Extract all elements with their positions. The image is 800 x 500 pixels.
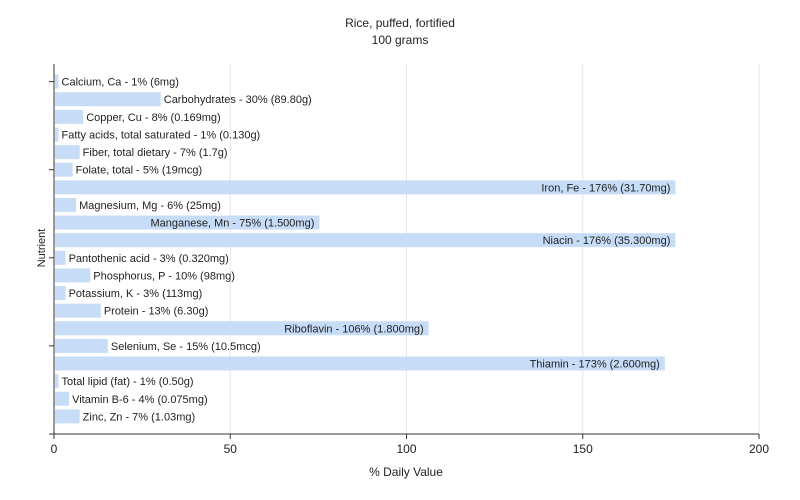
bar xyxy=(55,374,59,389)
x-axis-label: % Daily Value xyxy=(369,465,443,479)
bar-label: Magnesium, Mg - 6% (25mg) xyxy=(79,200,221,212)
x-tick-label: 200 xyxy=(749,442,769,456)
bar xyxy=(55,162,73,177)
bar xyxy=(55,233,676,248)
bar xyxy=(55,145,80,160)
bar xyxy=(55,321,429,336)
bar-label: Protein - 13% (6.30g) xyxy=(104,306,209,318)
bar-label: Total lipid (fat) - 1% (0.50g) xyxy=(62,376,194,388)
bar-label: Copper, Cu - 8% (0.169mg) xyxy=(86,112,221,124)
bar xyxy=(55,197,77,212)
bar-label: Folate, total - 5% (19mcg) xyxy=(76,165,203,177)
bar-label: Phosphorus, P - 10% (98mg) xyxy=(93,270,235,282)
bar-label: Thiamin - 173% (2.600mg) xyxy=(530,359,660,371)
bar-label: Fiber, total dietary - 7% (1.7g) xyxy=(83,147,228,159)
bar-label: Zinc, Zn - 7% (1.03mg) xyxy=(83,411,195,423)
x-tick-label: 0 xyxy=(51,442,58,456)
bar xyxy=(55,286,66,301)
bar xyxy=(55,127,59,142)
bar xyxy=(55,250,66,265)
x-tick-label: 50 xyxy=(224,442,238,456)
bars-group: Calcium, Ca - 1% (6mg) Carbohydrates - 30… xyxy=(55,74,676,424)
chart-subtitle: 100 grams xyxy=(372,33,429,47)
bar xyxy=(55,338,108,353)
bar xyxy=(55,109,84,124)
bar xyxy=(55,268,91,283)
chart-title: Rice, puffed, fortified xyxy=(345,16,455,30)
bar xyxy=(55,409,80,424)
bar xyxy=(55,180,676,195)
bar-label: Niacin - 176% (35.300mg) xyxy=(543,235,671,247)
grid-lines xyxy=(229,64,760,434)
bar xyxy=(55,303,101,318)
axes-group xyxy=(49,64,760,439)
bar-label: Calcium, Ca - 1% (6mg) xyxy=(62,77,179,89)
bar-label: Riboflavin - 106% (1.800mg) xyxy=(284,323,423,335)
bar xyxy=(55,92,161,107)
x-tick-labels: 0 50 100 150 200 xyxy=(51,442,770,456)
bar-label: Manganese, Mn - 75% (1.500mg) xyxy=(151,218,315,230)
y-axis-label: Nutrient xyxy=(36,229,48,268)
bar-label: Vitamin B-6 - 4% (0.075mg) xyxy=(72,394,208,406)
bar-label: Iron, Fe - 176% (31.70mg) xyxy=(541,182,670,194)
x-tick-label: 100 xyxy=(396,442,416,456)
bar-label: Selenium, Se - 15% (10.5mcg) xyxy=(111,341,261,353)
bar xyxy=(55,356,665,371)
bar xyxy=(55,215,320,230)
x-tick-label: 150 xyxy=(573,442,593,456)
bar xyxy=(55,74,59,89)
bar-label: Fatty acids, total saturated - 1% (0.130… xyxy=(62,129,261,141)
bar-label: Carbohydrates - 30% (89.80g) xyxy=(164,94,312,106)
bar xyxy=(55,391,70,406)
bar-label: Pantothenic acid - 3% (0.320mg) xyxy=(69,253,229,265)
bar-label: Potassium, K - 3% (113mg) xyxy=(69,288,203,300)
